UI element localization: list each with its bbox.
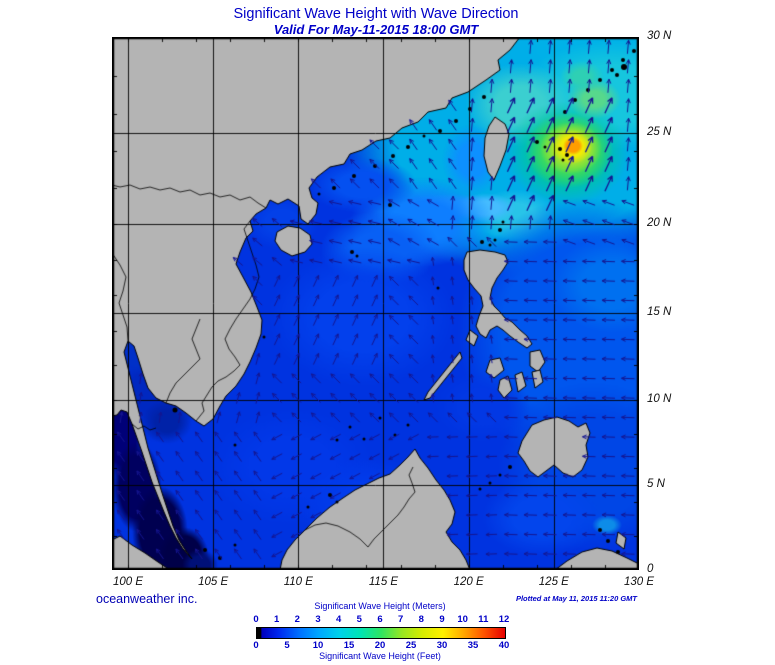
legend-title-feet: Significant Wave Height (Feet) [319, 651, 441, 661]
meters-tick: 5 [356, 614, 362, 625]
feet-tick: 0 [253, 640, 259, 651]
lon-tick-label: 115 E [368, 576, 399, 588]
feet-tick: 35 [467, 640, 479, 651]
feet-tick: 20 [374, 640, 386, 651]
lon-tick-label: 130 E [623, 576, 655, 588]
lat-tick-label: 5 N [647, 478, 665, 491]
feet-tick: 15 [343, 640, 355, 651]
lat-tick-label: 25 N [647, 125, 672, 138]
lon-tick-label: 100 E [112, 576, 144, 588]
feet-tick: 10 [312, 640, 324, 651]
credit-text: oceanweather inc. [96, 592, 198, 606]
meters-tick: 12 [498, 614, 510, 625]
feet-tick: 40 [498, 640, 510, 651]
meters-tick: 9 [439, 614, 445, 625]
wave-height-map [112, 37, 639, 570]
lat-tick-label: 10 N [647, 392, 672, 405]
feet-tick: 5 [284, 640, 290, 651]
meters-tick: 3 [315, 614, 321, 625]
meters-tick: 6 [377, 614, 383, 625]
lon-tick-label: 105 E [198, 576, 229, 588]
plotted-timestamp: Plotted at May 11, 2015 11:20 GMT [515, 594, 637, 603]
feet-tick: 25 [405, 640, 417, 651]
meters-tick: 10 [457, 614, 468, 625]
meters-tick: 11 [478, 614, 489, 625]
feet-tick: 30 [436, 640, 448, 651]
meters-tick: 1 [274, 614, 280, 625]
lon-tick-label: 120 E [453, 576, 484, 588]
lon-tick-label: 125 E [538, 576, 569, 588]
valid-time-subtitle: Valid For May-11-2015 18:00 GMT [273, 22, 479, 37]
lat-tick-label: 20 N [647, 217, 672, 230]
legend-title-meters: Significant Wave Height (Meters) [314, 601, 446, 611]
lat-tick-label: 0 [647, 563, 654, 575]
lat-tick-label: 15 N [647, 306, 672, 319]
meters-tick: 4 [336, 614, 342, 625]
meters-tick: 7 [398, 614, 404, 625]
meters-tick: 2 [294, 614, 300, 625]
meters-tick: 8 [418, 614, 424, 625]
lat-tick-label: 30 N [647, 30, 672, 42]
wave-height-colorbar [256, 627, 506, 639]
meters-tick: 0 [253, 614, 259, 625]
lon-tick-label: 110 E [283, 576, 313, 588]
page-title: Significant Wave Height with Wave Direct… [233, 6, 519, 22]
